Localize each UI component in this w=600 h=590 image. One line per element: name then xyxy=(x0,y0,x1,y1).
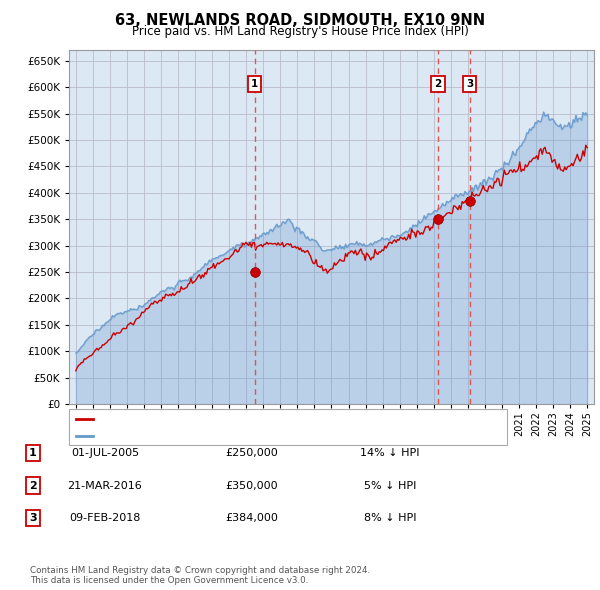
Text: 21-MAR-2016: 21-MAR-2016 xyxy=(68,481,142,490)
Text: 2: 2 xyxy=(29,481,37,490)
Text: 5% ↓ HPI: 5% ↓ HPI xyxy=(364,481,416,490)
Text: 09-FEB-2018: 09-FEB-2018 xyxy=(70,513,140,523)
Text: 01-JUL-2005: 01-JUL-2005 xyxy=(71,448,139,458)
Text: Price paid vs. HM Land Registry's House Price Index (HPI): Price paid vs. HM Land Registry's House … xyxy=(131,25,469,38)
Text: 3: 3 xyxy=(29,513,37,523)
Text: 63, NEWLANDS ROAD, SIDMOUTH, EX10 9NN: 63, NEWLANDS ROAD, SIDMOUTH, EX10 9NN xyxy=(115,13,485,28)
Text: Contains HM Land Registry data © Crown copyright and database right 2024.
This d: Contains HM Land Registry data © Crown c… xyxy=(30,566,370,585)
Text: 14% ↓ HPI: 14% ↓ HPI xyxy=(360,448,420,458)
Text: £350,000: £350,000 xyxy=(226,481,278,490)
Text: 63, NEWLANDS ROAD, SIDMOUTH, EX10 9NN (detached house): 63, NEWLANDS ROAD, SIDMOUTH, EX10 9NN (d… xyxy=(97,414,427,424)
Text: £250,000: £250,000 xyxy=(226,448,278,458)
Text: HPI: Average price, detached house, East Devon: HPI: Average price, detached house, East… xyxy=(97,431,349,441)
Text: 3: 3 xyxy=(466,79,473,88)
Text: 2: 2 xyxy=(434,79,442,88)
Text: 1: 1 xyxy=(251,79,259,88)
Text: 1: 1 xyxy=(29,448,37,458)
Text: 8% ↓ HPI: 8% ↓ HPI xyxy=(364,513,416,523)
Text: £384,000: £384,000 xyxy=(226,513,278,523)
